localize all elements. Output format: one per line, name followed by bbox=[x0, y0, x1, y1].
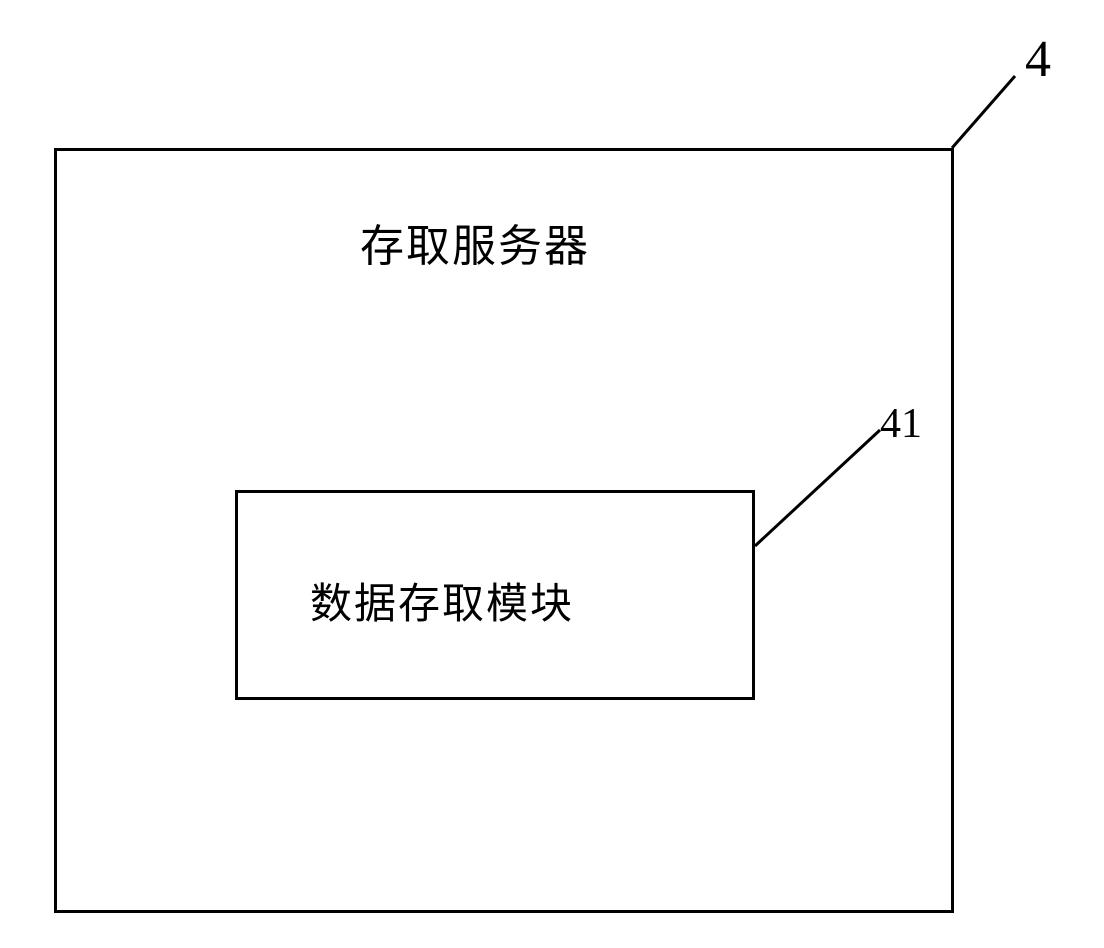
inner-leader-line-path bbox=[755, 430, 880, 546]
inner-leader-line bbox=[0, 0, 1104, 948]
